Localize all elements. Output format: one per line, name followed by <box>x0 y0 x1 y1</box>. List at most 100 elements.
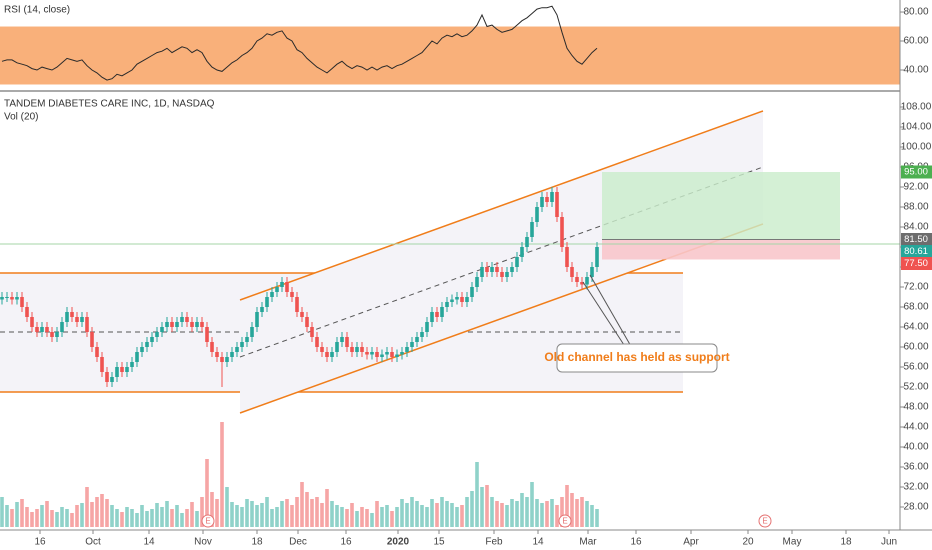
y-tick-label: 32.00 <box>903 482 928 493</box>
x-tick-label: 14 <box>143 537 155 548</box>
y-tick-label: 60.00 <box>903 342 928 353</box>
candle-body <box>265 297 269 307</box>
candle-body <box>65 312 69 322</box>
volume-bar <box>315 497 319 527</box>
volume-bar <box>135 513 139 527</box>
candle-body <box>170 322 174 327</box>
volume-bar <box>285 499 289 527</box>
candle-body <box>540 197 544 207</box>
candle-body <box>470 287 474 297</box>
candle-body <box>235 347 239 352</box>
candle-body <box>5 297 9 298</box>
volume-bar <box>225 487 229 527</box>
candle-body <box>445 302 449 307</box>
x-tick-label: May <box>783 537 802 548</box>
candle-body <box>315 337 319 347</box>
x-tick-label: 18 <box>840 537 852 548</box>
y-tick-label: 52.00 <box>903 382 928 393</box>
candle-body <box>130 362 134 367</box>
candle-body <box>15 297 19 300</box>
candle-body <box>135 352 139 362</box>
rsi-title: RSI (14, close) <box>4 5 70 16</box>
volume-bar <box>400 499 404 527</box>
candle-body <box>310 327 314 337</box>
candle-body <box>195 322 199 327</box>
candle-body <box>120 367 124 372</box>
volume-bar <box>565 485 569 527</box>
volume-bar <box>505 505 509 527</box>
candle-body <box>475 277 479 287</box>
candle-body <box>410 342 414 347</box>
volume-label: Vol (20) <box>4 112 38 123</box>
volume-bar <box>5 505 9 527</box>
volume-bar <box>275 507 279 527</box>
candle-body <box>500 272 504 277</box>
candle-body <box>330 352 334 357</box>
candle-body <box>175 322 179 327</box>
y-tick-label: 88.00 <box>903 202 928 213</box>
volume-bar <box>170 509 174 527</box>
candle-body <box>575 277 579 282</box>
volume-bar <box>525 497 529 527</box>
volume-bar <box>550 499 554 527</box>
arrow-line <box>582 281 627 349</box>
price-axis <box>900 0 932 550</box>
volume-bar <box>150 509 154 527</box>
volume-bar <box>280 501 284 527</box>
volume-bar <box>420 505 424 527</box>
x-tick-label: 18 <box>251 537 263 548</box>
volume-bar <box>410 497 414 527</box>
y-tick-label: 36.00 <box>903 462 928 473</box>
volume-bar <box>430 499 434 527</box>
y-tick-label: 40.00 <box>903 442 928 453</box>
candle-body <box>585 277 589 285</box>
y-tick-label: 104.00 <box>901 122 932 133</box>
volume-bar <box>10 509 14 527</box>
volume-bar <box>435 503 439 527</box>
volume-bar <box>80 503 84 527</box>
volume-bar <box>70 513 74 527</box>
earnings-marker <box>558 514 572 528</box>
volume-bar <box>175 505 179 527</box>
volume-bar <box>580 497 584 527</box>
volume-bar <box>25 507 29 527</box>
y-tick-label: 100.00 <box>901 142 932 153</box>
volume-bar <box>165 501 169 527</box>
volume-bar <box>270 509 274 527</box>
candle-body <box>555 192 559 217</box>
volume-bar <box>535 499 539 527</box>
chart-title: TANDEM DIABETES CARE INC, 1D, NASDAQ <box>4 99 215 110</box>
volume-bar <box>290 505 294 527</box>
volume-bar <box>370 513 374 527</box>
candle-body <box>515 257 519 267</box>
y-tick-label: 84.00 <box>903 222 928 233</box>
rsi-line <box>1 5 598 81</box>
candle-body <box>210 342 214 352</box>
candle-body <box>510 267 514 272</box>
volume-bar <box>300 482 304 527</box>
candle-body <box>140 347 144 352</box>
volume-bar <box>120 512 124 527</box>
volume-bar <box>85 487 89 527</box>
volume-bar <box>250 501 254 527</box>
candle-body <box>160 327 164 332</box>
candle-body <box>60 322 64 332</box>
candle-body <box>20 297 24 307</box>
candle-body <box>535 207 539 222</box>
volume-bar <box>45 501 49 527</box>
price-label: 80.61 <box>904 246 928 257</box>
volume-bar <box>355 511 359 527</box>
candle-body <box>465 297 469 302</box>
volume-bar <box>195 511 199 527</box>
candle-body <box>100 357 104 372</box>
candle-body <box>190 322 194 327</box>
candle-body <box>145 342 149 347</box>
candle-body <box>505 272 509 277</box>
y-tick-label: 92.00 <box>903 182 928 193</box>
candle-body <box>395 354 399 357</box>
candle-body <box>400 352 404 355</box>
volume-bar <box>375 501 379 527</box>
volume-bar <box>405 503 409 527</box>
volume-bar <box>305 492 309 527</box>
